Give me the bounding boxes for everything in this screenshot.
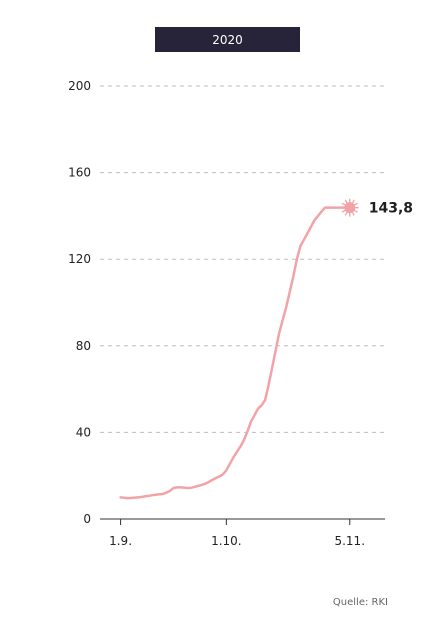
marker-layer: 143,8 bbox=[340, 198, 413, 217]
highlight-marker bbox=[344, 202, 356, 214]
year-header: 2020 bbox=[155, 27, 300, 52]
year-header-background bbox=[155, 27, 300, 52]
x-tick-label: 1.10. bbox=[211, 534, 242, 548]
y-tick-label: 200 bbox=[68, 79, 91, 93]
source-label: Quelle: RKI bbox=[333, 597, 388, 608]
gridlines bbox=[100, 85, 385, 433]
series-line bbox=[119, 206, 351, 500]
x-tick-label: 1.9. bbox=[109, 534, 132, 548]
y-tick-labels: 0 40 80 120 160 200 bbox=[68, 79, 91, 526]
y-tick-label: 120 bbox=[68, 252, 91, 266]
x-tick-label: 5.11. bbox=[334, 534, 365, 548]
y-tick-label: 40 bbox=[76, 425, 91, 439]
highlight-value-label: 143,8 bbox=[369, 201, 413, 217]
y-tick-label: 80 bbox=[76, 339, 91, 353]
x-axis-ticks: 1.9. 1.10. 5.11. bbox=[109, 519, 365, 548]
year-label: 2020 bbox=[212, 33, 243, 47]
y-tick-label: 160 bbox=[68, 166, 91, 180]
series-layer bbox=[119, 206, 351, 500]
y-tick-label: 0 bbox=[83, 512, 91, 526]
